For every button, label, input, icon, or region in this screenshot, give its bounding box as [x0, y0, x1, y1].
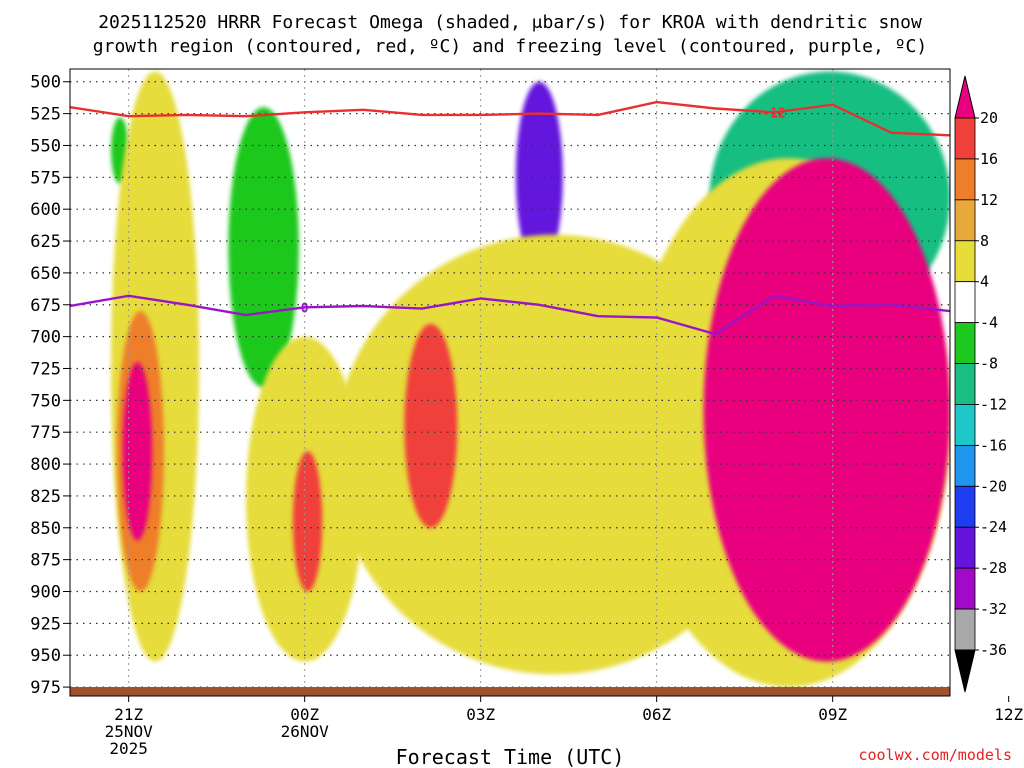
x-tick-label-21Z-line1: 21Z — [114, 705, 143, 724]
colorbar-bin-8 — [954, 199, 976, 242]
colorbar-label--28: -28 — [980, 559, 1007, 577]
colorbar-label--12: -12 — [980, 395, 1007, 413]
colorbar-bin--28 — [954, 526, 976, 569]
colorbar-bin--20 — [954, 444, 976, 487]
colorbar-label-12: 12 — [980, 191, 998, 209]
colorbar-top-arrow — [954, 75, 976, 119]
x-tick-label-12Z-line1: 12Z — [994, 705, 1023, 724]
colorbar: 20 16 12 8 4 -4 -8 -12 -16 -20 -24 -28 -32 -36 — [954, 75, 1007, 693]
colorbar-label--16: -16 — [980, 436, 1007, 454]
colorbar-label-16: 16 — [980, 150, 998, 168]
y-tick-label-825: 825 — [30, 487, 61, 507]
plot-frame — [69, 68, 951, 697]
y-tick-label-700: 700 — [30, 328, 61, 348]
colorbar-label--4: -4 — [980, 314, 998, 332]
credit-text: coolwx.com/models — [858, 746, 1012, 764]
y-tick-label-500: 500 — [30, 73, 61, 93]
x-tick-label-21Z-line2: 25NOV — [105, 722, 154, 741]
colorbar-label-20: 20 — [980, 109, 998, 127]
y-tick-label-800: 800 — [30, 455, 61, 475]
colorbar-bin-16 — [954, 117, 976, 160]
colorbar-bin--32 — [954, 567, 976, 610]
colorbar-label--32: -32 — [980, 600, 1007, 618]
y-tick-label-950: 950 — [30, 646, 61, 666]
x-tick-label-00Z-line2: 26NOV — [281, 722, 330, 741]
y-tick-label-575: 575 — [30, 168, 61, 188]
omega-shading-layer — [111, 71, 950, 688]
omega-cell-0 — [515, 81, 563, 271]
y-tick-label-600: 600 — [30, 200, 61, 220]
x-tick-label-03Z-line1: 03Z — [466, 705, 495, 724]
colorbar-bottom-arrow — [954, 649, 976, 693]
y-tick-label-750: 750 — [30, 391, 61, 411]
y-tick-label-900: 900 — [30, 583, 61, 603]
y-tick-label-925: 925 — [30, 614, 61, 634]
x-tick-label-09Z-line1: 09Z — [818, 705, 847, 724]
colorbar-bin--36 — [954, 608, 976, 651]
freezing-level-contour — [70, 294, 950, 336]
colorbar-bin-4 — [954, 240, 976, 283]
colorbar-label--8: -8 — [980, 355, 998, 373]
colorbar-label-4: 4 — [980, 273, 989, 291]
y-tick-label-650: 650 — [30, 264, 61, 284]
x-tick-label-06Z-line1: 06Z — [642, 705, 671, 724]
freezing-level-contour-label: 0 — [301, 301, 309, 316]
colorbar-bin--4 — [954, 281, 976, 324]
colorbar-label--36: -36 — [980, 641, 1007, 659]
colorbar-label--20: -20 — [980, 477, 1007, 495]
colorbar-bin--12 — [954, 363, 976, 405]
chart-title-line-1: 2025112520 HRRR Forecast Omega (shaded, … — [98, 12, 922, 33]
y-tick-label-875: 875 — [30, 551, 61, 571]
omega-cell-8 — [292, 451, 323, 592]
omega-cell-12 — [703, 158, 950, 662]
y-tick-label-550: 550 — [30, 136, 61, 156]
x-axis-title: Forecast Time (UTC) — [396, 745, 625, 768]
colorbar-label-8: 8 — [980, 232, 989, 250]
colorbar-bin-12 — [954, 158, 976, 201]
y-axis: 500 525 550 575 600 625 650 675 700 725 750 775 800 8… — [30, 73, 70, 698]
y-tick-label-675: 675 — [30, 296, 61, 316]
y-tick-label-775: 775 — [30, 423, 61, 443]
y-tick-label-525: 525 — [30, 105, 61, 125]
omega-cell-6 — [122, 362, 153, 541]
omega-cell-10 — [404, 323, 458, 528]
ground-strip — [70, 687, 950, 696]
colorbar-label--24: -24 — [980, 518, 1007, 536]
chart-title-line-2: growth region (contoured, red, ºC) and f… — [93, 36, 927, 57]
colorbar-bin--8 — [954, 322, 976, 364]
dgz-minus12-contour — [70, 100, 950, 137]
y-tick-label-725: 725 — [30, 359, 61, 379]
dgz-minus12-contour-label: -12 — [762, 106, 785, 121]
x-tick-label-00Z-line1: 00Z — [290, 705, 319, 724]
y-tick-label-850: 850 — [30, 519, 61, 539]
colorbar-bin--16 — [954, 404, 976, 446]
contour-layer: -12 0 — [70, 100, 950, 336]
colorbar-bin--24 — [954, 485, 976, 528]
x-tick-label-21Z-line3: 2025 — [109, 739, 148, 758]
grid-layer — [70, 69, 950, 696]
y-tick-label-625: 625 — [30, 232, 61, 252]
y-tick-label-975: 975 — [30, 678, 61, 698]
